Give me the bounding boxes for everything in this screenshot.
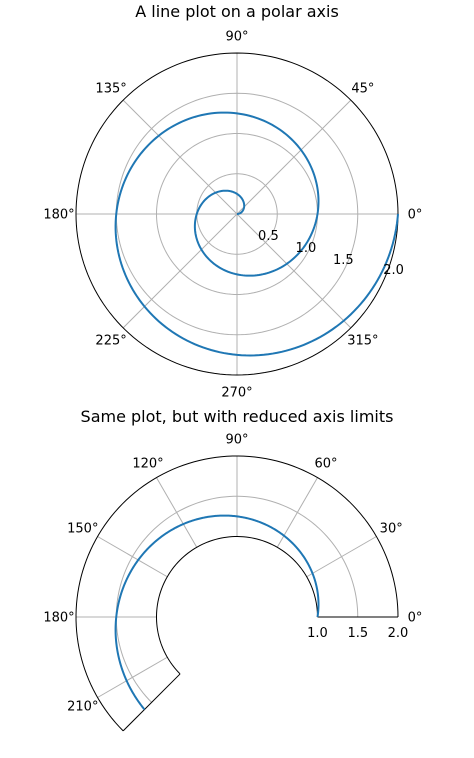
theta-tick-label: 225°: [95, 333, 126, 348]
theta-tick-label: 210°: [67, 700, 98, 715]
theta-tick-label: 315°: [347, 333, 378, 348]
polar-frame-full: [75, 52, 399, 376]
theta-tick-label: 180°: [43, 208, 74, 223]
chart-title-reduced: Same plot, but with reduced axis limits: [81, 407, 394, 426]
theta-tick-label: 135°: [95, 82, 126, 97]
r-tick-label: 2.0: [388, 626, 409, 641]
end-edge-line: [122, 673, 181, 732]
theta-tick-label: 270°: [221, 386, 252, 401]
tick-labels-full: 0° 45° 90° 135° 180° 225° 270° 315° 0.5 1.0 1.5 2.0: [43, 30, 422, 401]
theta-tick-label: 180°: [43, 611, 74, 626]
theta-grid-line: [97, 656, 168, 698]
theta-tick-label: 90°: [225, 30, 248, 45]
outer-frame-arc: [75, 455, 399, 732]
polar-frame-reduced: [75, 455, 399, 732]
theta-tick-label: 150°: [67, 522, 98, 537]
theta-tick-label: 0°: [408, 611, 423, 626]
polar-plot-full: A line plot on a polar axis 0° 45° 90° 135°…: [43, 2, 422, 401]
r-tick-label: 0.5: [258, 229, 279, 244]
series-layer-reduced: [114, 514, 320, 711]
series-line: [114, 111, 399, 357]
r-tick-label: 1.0: [307, 626, 328, 641]
r-tick-label: 1.0: [296, 241, 317, 256]
theta-tick-label: 30°: [380, 522, 403, 537]
theta-tick-label: 90°: [225, 433, 248, 448]
series-layer-full: [114, 111, 399, 357]
theta-grid-line: [97, 536, 168, 578]
r-tick-label: 1.5: [333, 253, 354, 268]
theta-grid-line: [156, 477, 198, 548]
tick-labels-reduced: 0° 30° 60° 90° 120° 150° 180° 210° 1.0 1.5 2.0: [43, 433, 422, 715]
theta-tick-label: 120°: [132, 456, 163, 471]
r-grid-circle: [115, 495, 359, 703]
theta-tick-label: 60°: [314, 456, 337, 471]
r-tick-label: 1.5: [347, 626, 368, 641]
chart-title-full: A line plot on a polar axis: [135, 2, 339, 21]
polar-grid-reduced: [76, 456, 398, 703]
theta-grid-line: [236, 213, 352, 329]
r-tick-label: 2.0: [383, 263, 404, 278]
theta-grid-line: [276, 477, 318, 548]
theta-grid-line: [122, 213, 238, 329]
series-line: [114, 514, 320, 711]
theta-grid-line: [122, 99, 238, 215]
outer-frame-arc: [75, 52, 399, 376]
theta-grid-line: [236, 99, 352, 215]
theta-tick-label: 45°: [351, 82, 374, 97]
inner-frame-arc: [156, 535, 318, 675]
theta-tick-label: 0°: [408, 208, 423, 223]
theta-grid-line: [306, 536, 377, 578]
polar-plot-reduced: Same plot, but with reduced axis limits …: [43, 407, 422, 732]
